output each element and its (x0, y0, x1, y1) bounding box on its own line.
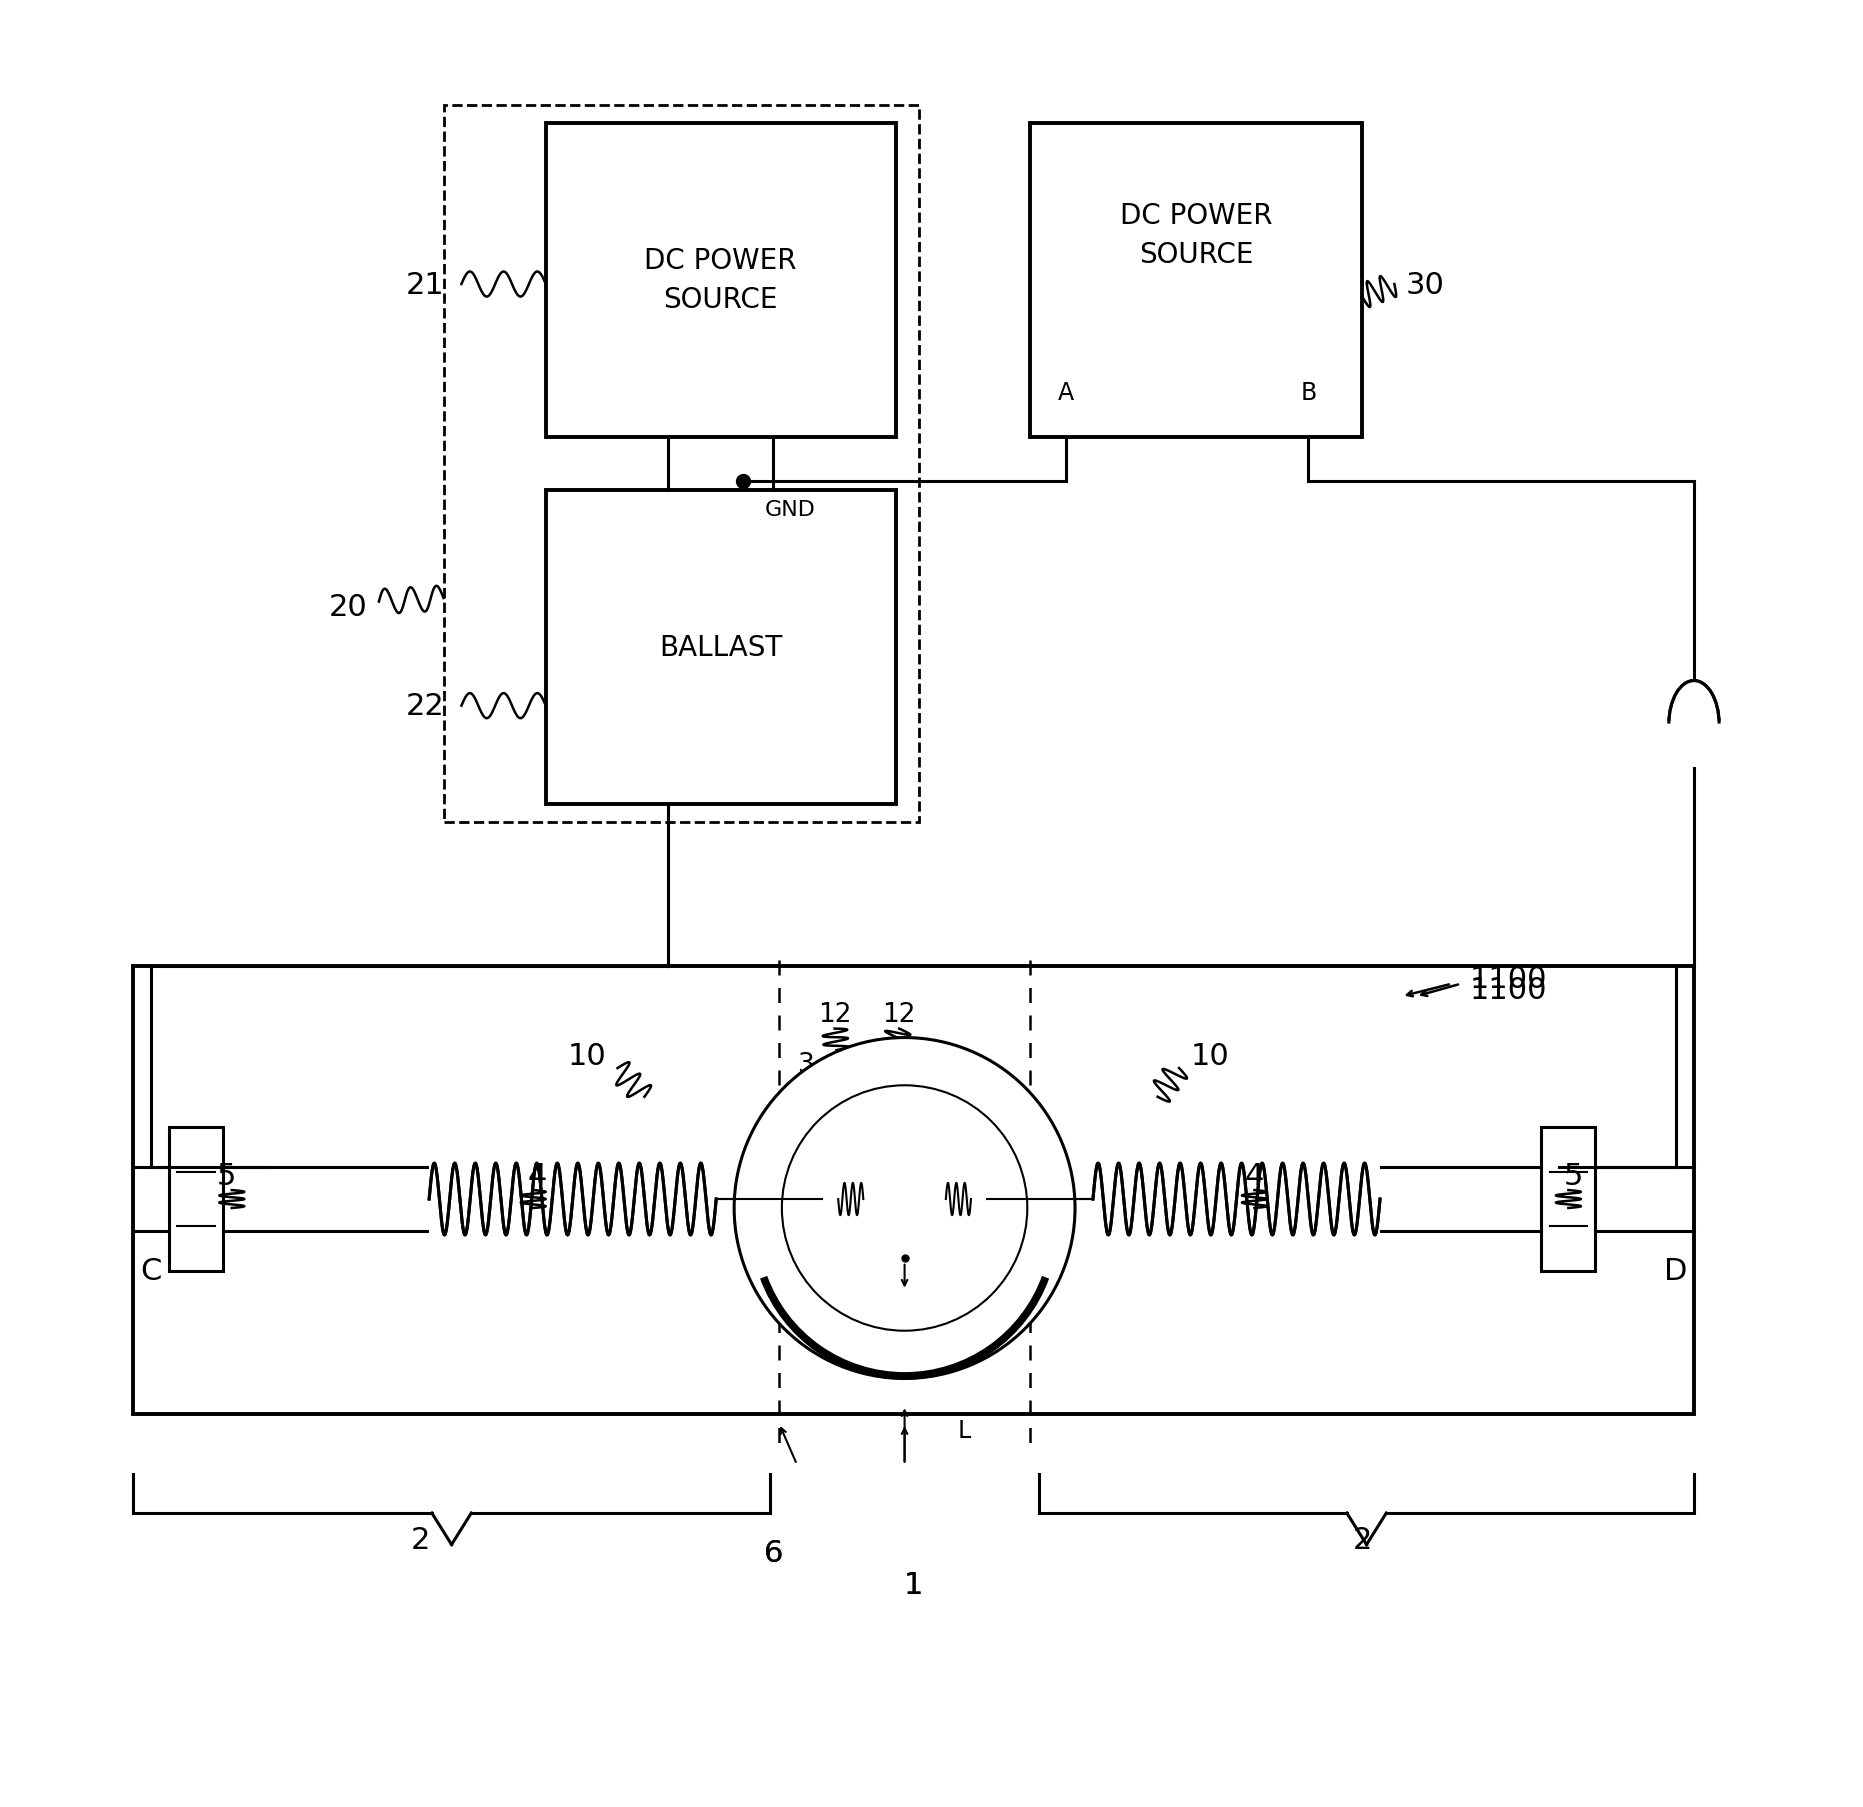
Text: 30: 30 (1405, 271, 1444, 300)
Text: BALLAST: BALLAST (660, 634, 782, 661)
Text: 1100: 1100 (1470, 965, 1548, 994)
Text: C: C (140, 1256, 162, 1285)
Bar (170, 1128, 224, 1270)
Text: 1100: 1100 (1470, 976, 1548, 1005)
Text: 10: 10 (568, 1041, 605, 1070)
Text: 20: 20 (330, 593, 367, 622)
Bar (1541, 1128, 1595, 1270)
Text: GND: GND (764, 501, 816, 520)
Bar (546, 123, 896, 437)
Text: 10: 10 (1190, 1041, 1230, 1070)
Text: DC POWER
SOURCE: DC POWER SOURCE (645, 248, 797, 314)
Text: 2: 2 (1353, 1525, 1371, 1554)
Circle shape (734, 1037, 1075, 1379)
Text: 3: 3 (797, 1052, 814, 1077)
Text: B: B (1300, 381, 1317, 405)
Text: L: L (958, 1418, 971, 1442)
Text: 12: 12 (883, 1001, 917, 1028)
Bar (1094, 1158, 1380, 1241)
Text: 12: 12 (818, 1001, 851, 1028)
Bar (132, 967, 1693, 1415)
Text: DC POWER
SOURCE: DC POWER SOURCE (1120, 202, 1272, 269)
Text: A: A (1058, 381, 1075, 405)
Text: 4: 4 (527, 1162, 546, 1191)
Text: 2: 2 (410, 1525, 430, 1554)
Text: 6: 6 (764, 1538, 782, 1567)
Text: 21: 21 (406, 271, 445, 300)
Bar (443, 105, 918, 822)
Text: 1: 1 (904, 1570, 924, 1599)
Text: 5: 5 (216, 1162, 237, 1191)
Text: 22: 22 (406, 692, 445, 721)
Bar (428, 1158, 715, 1241)
Text: 1: 1 (904, 1570, 924, 1599)
Text: 3: 3 (920, 1052, 937, 1077)
Text: D: D (1664, 1256, 1688, 1285)
Text: 6: 6 (764, 1538, 782, 1567)
Bar (546, 492, 896, 804)
Bar (1030, 123, 1362, 437)
Text: 4: 4 (1244, 1162, 1265, 1191)
Text: 5: 5 (1565, 1162, 1584, 1191)
